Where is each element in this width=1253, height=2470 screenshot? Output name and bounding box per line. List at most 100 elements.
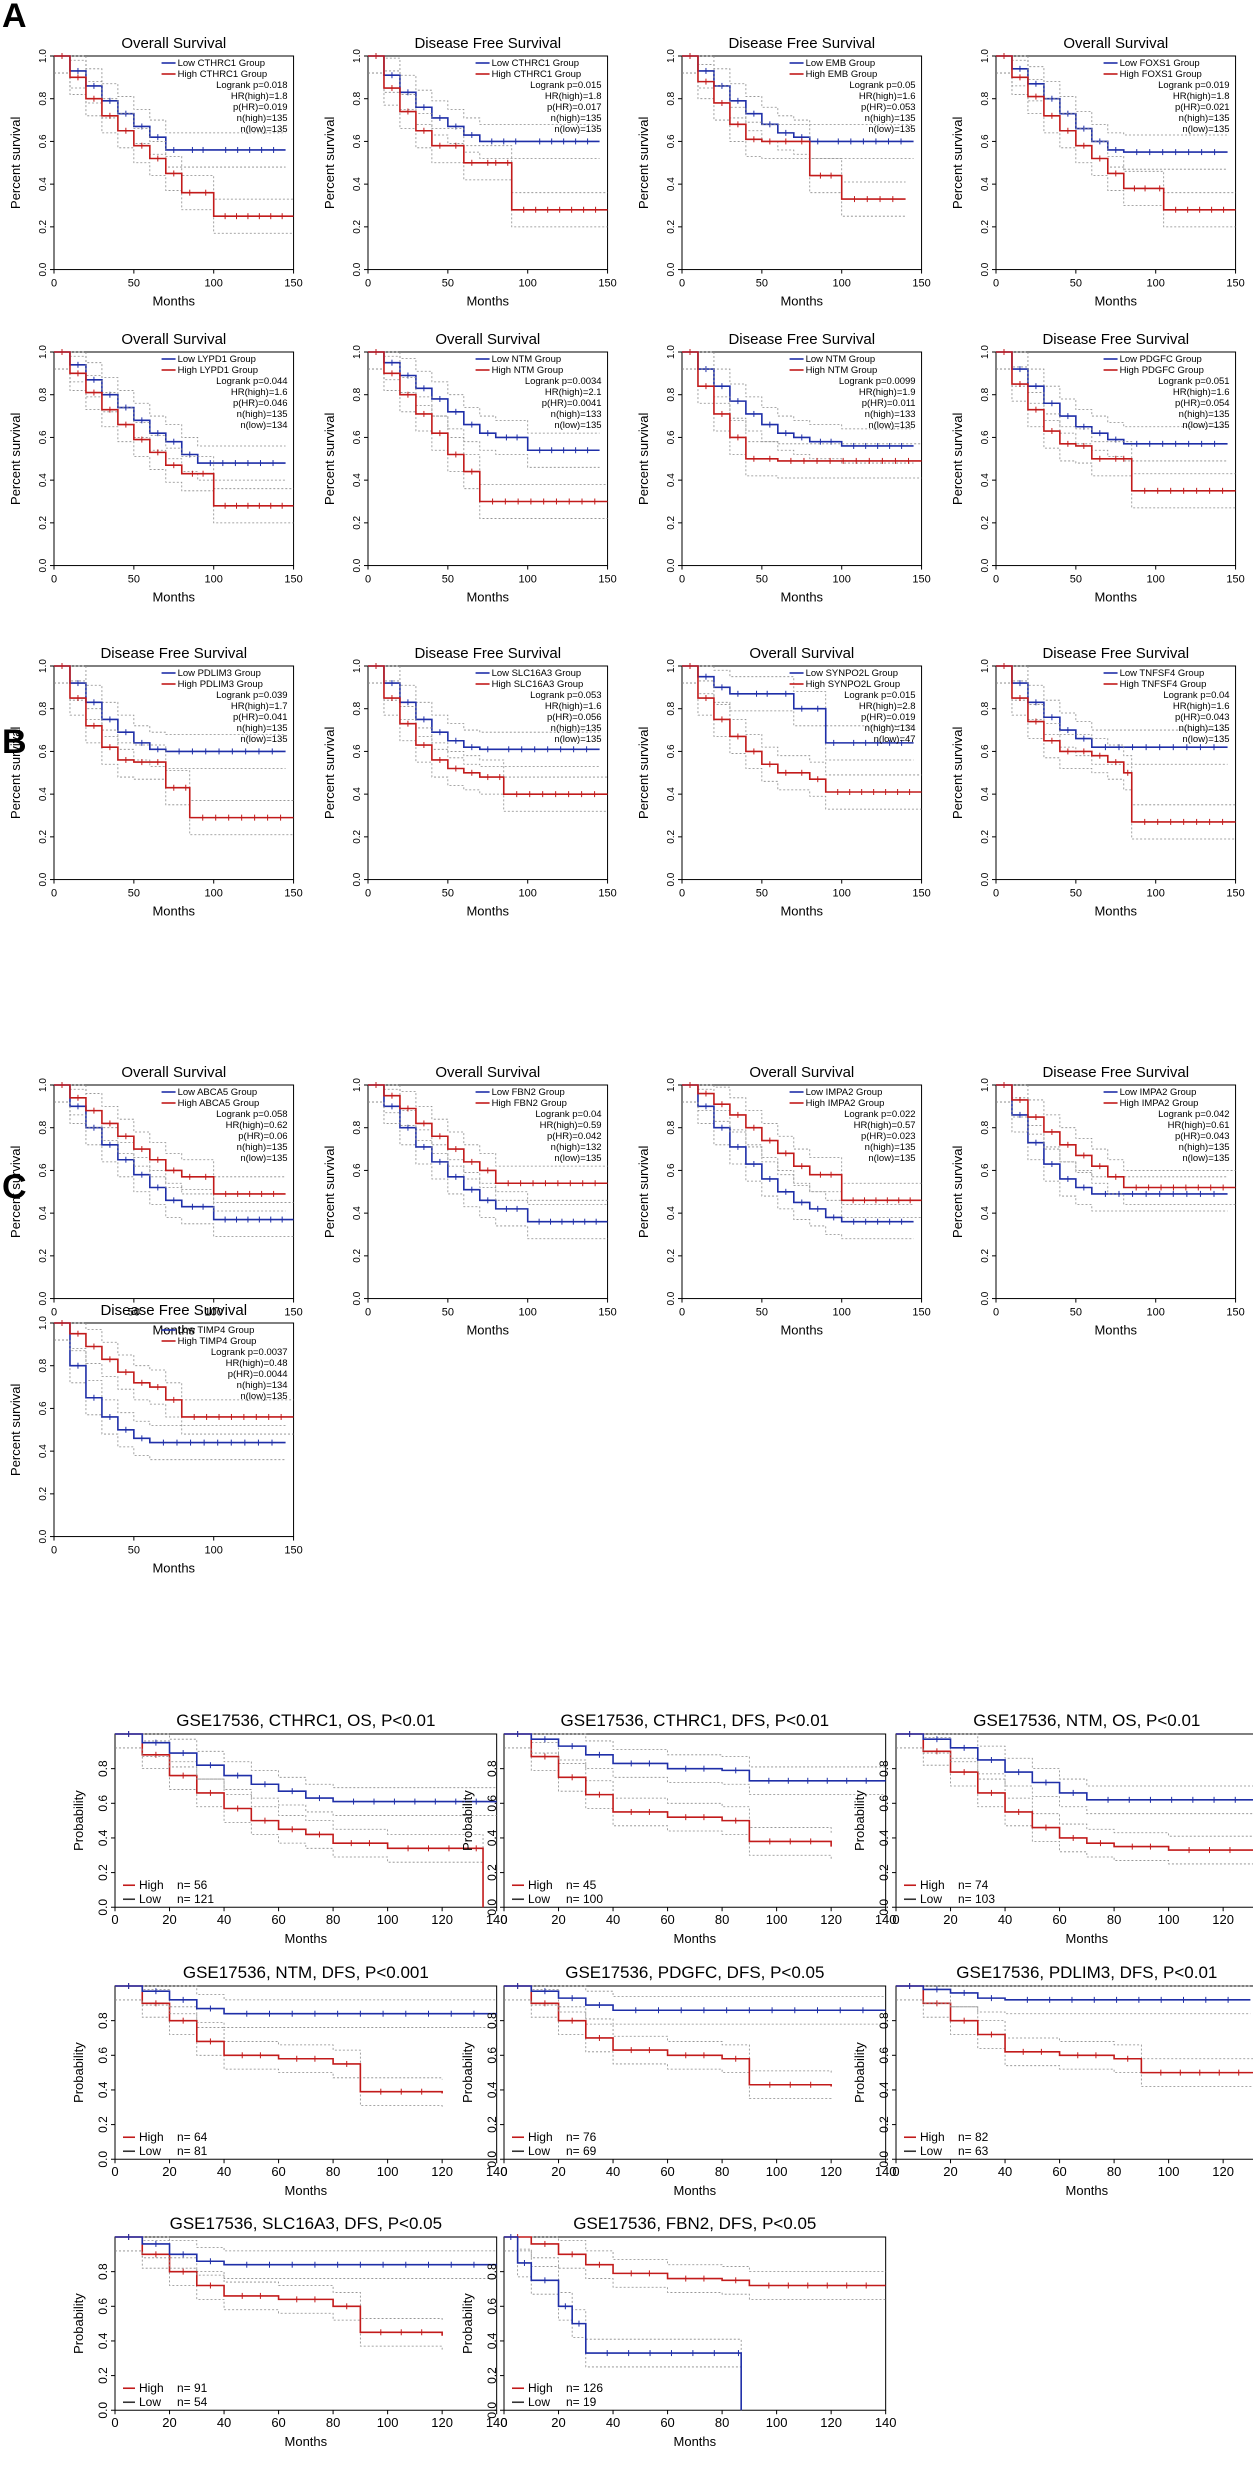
y-tick-label: 1.0 [666,1078,677,1092]
ci-band [115,1985,497,2001]
stat-text: HR(high)=1.9 [859,387,916,398]
ci-band [995,683,1236,840]
y-tick-label: 0.6 [352,134,363,148]
x-tick-label: 50 [127,574,139,586]
x-tick-label: 100 [832,574,850,586]
chart-a12: Disease Free Survival 0 50 100 150 0.0 0.2 0.4 0… [948,642,1248,942]
x-tick-label: 150 [912,888,930,900]
y-tick-label: 0.0 [38,873,49,887]
stat-text: n(low)=135 [240,1153,287,1164]
x-tick-label: 80 [326,1912,340,1927]
x-tick-label: 0 [51,574,57,586]
chart-title: Disease Free Survival [1042,1064,1189,1081]
panel-label-c: C [2,1168,27,1206]
x-tick-label: 50 [755,888,767,900]
y-tick-label: 0.4 [666,1206,677,1220]
y-tick-label: 0.8 [38,91,49,105]
legend-label: High [139,1878,164,1892]
chart-svg-c4: GSE17536, NTM, DFS, P<0.001 0 20 40 60 80 100 1… [71,1963,507,2198]
x-tick-label: 150 [598,1307,616,1319]
stat-text: Logrank p=0.0037 [211,1347,288,1358]
stat-text: n(high)=133 [550,409,601,420]
y-tick-label: 1.0 [666,659,677,673]
plot-frame [895,1733,1253,1908]
x-tick-label: 100 [518,1307,536,1319]
ci-band [681,1102,914,1240]
y-tick-label: 0.8 [485,2263,499,2280]
y-tick-label: 1.0 [666,48,677,62]
survival-curve-low [115,1733,497,1803]
chart-a5: Overall Survival 0 50 100 150 0.0 0.2 0.4 0.6 0.8… [6,328,306,628]
ci-band [503,1999,832,2101]
y-axis-label: Probability [71,2042,86,2103]
y-tick-label: 0.8 [352,1121,363,1135]
y-tick-label: 0.4 [96,1829,110,1846]
x-tick-label: 50 [1069,574,1081,586]
legend-count: n= 126 [566,2381,603,2395]
plot-frame [53,55,294,270]
stat-text: HR(high)=0.48 [225,1358,287,1369]
chart-title: Overall Survival [749,1064,854,1081]
ci-band [503,1733,886,1768]
plot-frame [681,665,922,881]
stat-text: p(HR)=0.046 [233,398,288,409]
ci-band [503,1747,886,1796]
x-tick-label: 0 [365,574,371,586]
x-tick-label: 0 [365,888,371,900]
x-tick-label: 20 [551,2164,565,2179]
ci-band [367,55,608,193]
ci-band [367,683,600,768]
chart-svg-c8: GSE17536, FBN2, DFS, P<0.05 0 20 40 60 80 100 1… [460,2214,896,2449]
ci-band [367,351,600,434]
x-tick-label: 100 [204,1307,222,1319]
y-tick-label: 0.0 [666,873,677,887]
y-tick-label: 0.6 [96,2047,110,2064]
survival-curve-high [53,1084,286,1196]
x-tick-label: 0 [679,1307,685,1319]
x-axis-label: Months [466,1323,509,1338]
y-tick-label: 1.0 [352,659,363,673]
x-tick-label: 40 [606,1912,620,1927]
stat-text: p(HR)=0.019 [861,712,916,723]
stat-text: HR(high)=1.6 [859,91,916,102]
ci-band [115,2236,443,2322]
y-tick-label: 0.8 [980,91,991,105]
y-tick-label: 0.6 [485,2047,499,2064]
x-axis-label: Months [780,904,823,919]
y-axis-label: Percent survival [950,1146,965,1238]
legend-count: n= 45 [566,1878,597,1892]
x-tick-label: 50 [441,888,453,900]
chart-a7: Disease Free Survival 0 50 100 150 0.0 0.2 0.4 0… [634,328,934,628]
ci-band [995,1102,1236,1206]
legend-label: Low CTHRC1 Group [177,58,265,69]
survival-curve-low [681,351,914,448]
y-tick-label: 0.2 [38,516,49,530]
legend-label: High NTM Group [491,365,563,376]
ci-band [367,665,608,778]
ci-band [53,1322,286,1426]
legend-label: Low [139,2395,161,2409]
stat-text: Logrank p=0.015 [844,690,915,701]
plot-frame [995,55,1236,270]
y-tick-label: 0.8 [666,702,677,716]
survival-curve-high [995,665,1236,824]
survival-curve-high [681,665,922,794]
chart-c7: GSE17536, SLC16A3, DFS, P<0.05 0 20 40 60 80 1… [69,2211,523,2470]
survival-curve-low [367,665,600,751]
survival-curve-high [367,54,608,211]
legend-count: n= 63 [958,2144,989,2158]
stat-text: Logrank p=0.019 [1158,80,1229,91]
x-tick-label: 50 [1069,1307,1081,1319]
chart-c1: GSE17536, CTHRC1, OS, P<0.01 0 20 40 60 80 100… [69,1708,523,1967]
y-axis-label: Percent survival [8,116,23,208]
ci-band [53,1339,294,1435]
y-tick-label: 0.4 [666,787,677,801]
y-tick-label: 0.2 [96,2367,110,2384]
y-tick-label: 0.6 [485,2297,499,2314]
y-tick-label: 0.6 [666,1163,677,1177]
ci-band [367,55,600,125]
stat-text: n(low)=135 [1182,734,1229,745]
x-tick-label: 40 [217,1912,231,1927]
legend-label: High FBN2 Group [491,1098,566,1109]
